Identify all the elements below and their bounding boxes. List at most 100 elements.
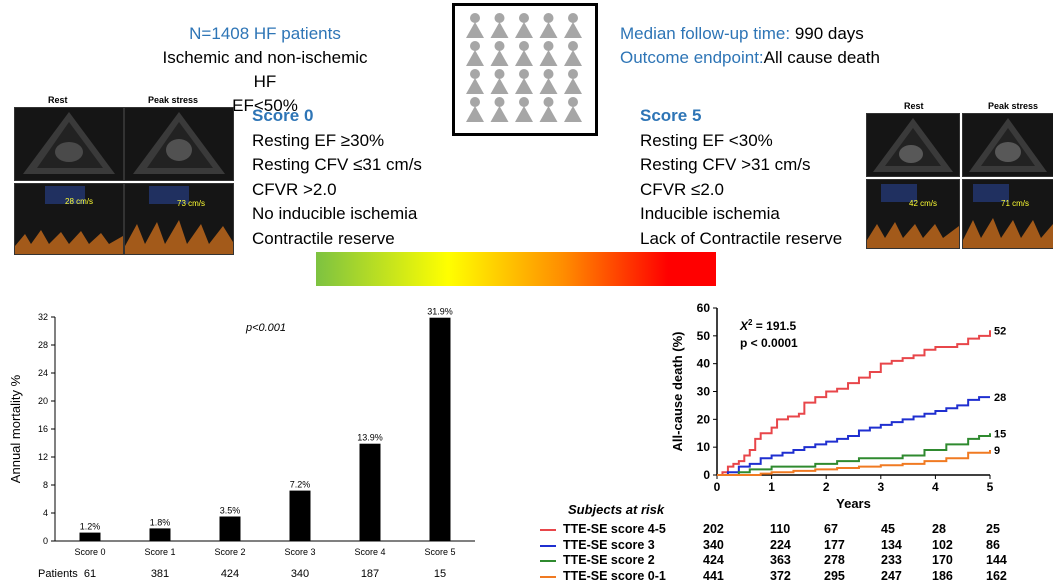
echo-image-score0: Rest Peak stress 28 cm/s 73 cm/s xyxy=(14,95,238,255)
endpoint-label: Outcome endpoint: xyxy=(620,48,764,67)
km-y-tick-label: 20 xyxy=(697,412,711,426)
risk-count: 186 xyxy=(932,568,953,583)
echo-image-score5: Rest Peak stress 42 cm/s 71 cm/s xyxy=(866,101,1053,249)
risk-count: 295 xyxy=(824,568,845,583)
risk-row-label: TTE-SE score 2 xyxy=(563,553,655,567)
endpoint-line: Outcome endpoint:All cause death xyxy=(620,46,950,70)
km-x-tick-label: 1 xyxy=(768,480,775,494)
bar-category-label: Score 4 xyxy=(354,547,385,557)
echo-right-stress-velocity: 71 cm/s xyxy=(1001,199,1029,208)
all-cause-death-km-chart: 0 10 20 30 40 50 60 0 1 2 3 4 5 Years All-cause death … xyxy=(670,301,1006,511)
patients-count: 340 xyxy=(291,568,309,580)
km-series-end-label: 28 xyxy=(994,392,1006,404)
bar-category-label: Score 1 xyxy=(144,547,175,557)
score0-item: Resting CFV ≤31 cm/s xyxy=(252,155,422,174)
score0-criteria: Score 0 Resting EF ≥30% Resting CFV ≤31 … xyxy=(252,104,422,251)
score5-item: Resting EF <30% xyxy=(640,130,773,150)
endpoint-value: All cause death xyxy=(763,48,880,67)
risk-count: 28 xyxy=(932,522,946,536)
echo-left-stress-2d xyxy=(124,107,234,181)
bar-y-tick-label: 4 xyxy=(43,508,48,518)
echo-left-stress-label: Peak stress xyxy=(148,95,199,105)
person-icon xyxy=(466,97,484,122)
score5-item: CFVR ≤2.0 xyxy=(640,179,724,199)
risk-count: 278 xyxy=(824,553,845,567)
km-x-tick-label: 5 xyxy=(987,480,994,494)
risk-count: 162 xyxy=(986,568,1007,583)
bar-value-label: 3.5% xyxy=(220,506,241,516)
score5-item: Resting CFV >31 cm/s xyxy=(640,155,811,174)
person-icon xyxy=(490,41,509,66)
risk-count: 177 xyxy=(824,537,845,552)
person-icon xyxy=(515,97,533,122)
echo-right-stress-doppler: 71 cm/s xyxy=(962,179,1053,249)
followup-line: Median follow-up time: 990 days xyxy=(620,22,950,46)
person-icon xyxy=(466,13,484,38)
score0-item: Contractile reserve xyxy=(252,228,395,248)
risk-count: 340 xyxy=(703,537,724,552)
score0-item: CFVR >2.0 xyxy=(252,179,337,199)
km-series-end-label: 9 xyxy=(994,445,1000,457)
person-icon xyxy=(564,13,582,38)
km-x-tick-label: 2 xyxy=(823,480,830,494)
risk-table-row: TTE-SE score 4-5 202 110 67 45 28 25 xyxy=(540,522,1053,538)
score0-title: Score 0 xyxy=(252,106,314,125)
patients-count: 187 xyxy=(361,568,379,580)
person-icon xyxy=(564,97,582,122)
echo-right-rest-label: Rest xyxy=(904,101,924,111)
subjects-at-risk-table: Subjects at risk TTE-SE score 4-5 202 110 6… xyxy=(540,502,1053,583)
bar-y-tick-label: 8 xyxy=(43,480,48,490)
km-y-axis-title: All-cause death (%) xyxy=(670,332,685,452)
bar-y-tick-label: 32 xyxy=(38,312,48,322)
km-series-line xyxy=(717,396,990,476)
person-icon xyxy=(490,97,509,122)
person-icon xyxy=(466,69,484,94)
risk-table-title: Subjects at risk xyxy=(568,502,665,517)
risk-count: 233 xyxy=(881,553,902,567)
km-y-tick-label: 0 xyxy=(703,468,710,482)
cohort-type: Ischemic and non-ischemic HF xyxy=(162,48,368,91)
bar-y-tick-label: 24 xyxy=(38,368,48,378)
risk-count: 102 xyxy=(932,537,953,552)
person-icon xyxy=(466,41,484,66)
km-p-value: p < 0.0001 xyxy=(740,336,798,350)
series-legend-swatch xyxy=(540,560,556,562)
echo-right-stress-2d xyxy=(962,113,1053,177)
km-series-end-label: 52 xyxy=(994,325,1006,337)
risk-count: 67 xyxy=(824,522,838,536)
echo-right-rest-2d xyxy=(866,113,960,177)
risk-count: 110 xyxy=(770,522,791,536)
followup-label: Median follow-up time: xyxy=(620,24,791,43)
person-icon xyxy=(539,41,558,66)
risk-count: 247 xyxy=(881,568,902,583)
km-y-tick-label: 10 xyxy=(697,440,711,454)
person-icon xyxy=(515,41,533,66)
risk-count: 170 xyxy=(932,553,953,567)
km-x-tick-label: 3 xyxy=(877,480,884,494)
km-series-line xyxy=(717,330,991,476)
risk-count: 363 xyxy=(770,553,791,567)
bar-y-tick-label: 12 xyxy=(38,452,48,462)
patients-count: 424 xyxy=(221,568,239,580)
score5-item: Inducible ischemia xyxy=(640,204,780,223)
km-y-tick-label: 50 xyxy=(697,329,711,343)
km-x-tick-label: 0 xyxy=(714,480,721,494)
risk-row-label: TTE-SE score 4-5 xyxy=(563,522,666,536)
series-legend-swatch xyxy=(540,544,556,547)
person-icon xyxy=(539,69,558,94)
bar-y-tick-label: 0 xyxy=(43,536,48,546)
bar-value-label: 31.9% xyxy=(427,307,453,317)
person-icon xyxy=(490,69,509,94)
echo-right-rest-velocity: 42 cm/s xyxy=(909,199,937,208)
risk-count: 424 xyxy=(703,553,724,567)
bar xyxy=(79,532,101,541)
bar-y-tick-label: 28 xyxy=(38,340,48,350)
risk-count: 372 xyxy=(770,568,791,583)
bar xyxy=(359,443,381,541)
echo-left-rest-label: Rest xyxy=(48,95,68,105)
patients-count: 15 xyxy=(434,568,446,580)
person-icon xyxy=(539,97,558,122)
series-legend-swatch xyxy=(540,529,556,531)
person-icon xyxy=(515,13,533,38)
score5-item: Lack of Contractile reserve xyxy=(640,228,843,248)
